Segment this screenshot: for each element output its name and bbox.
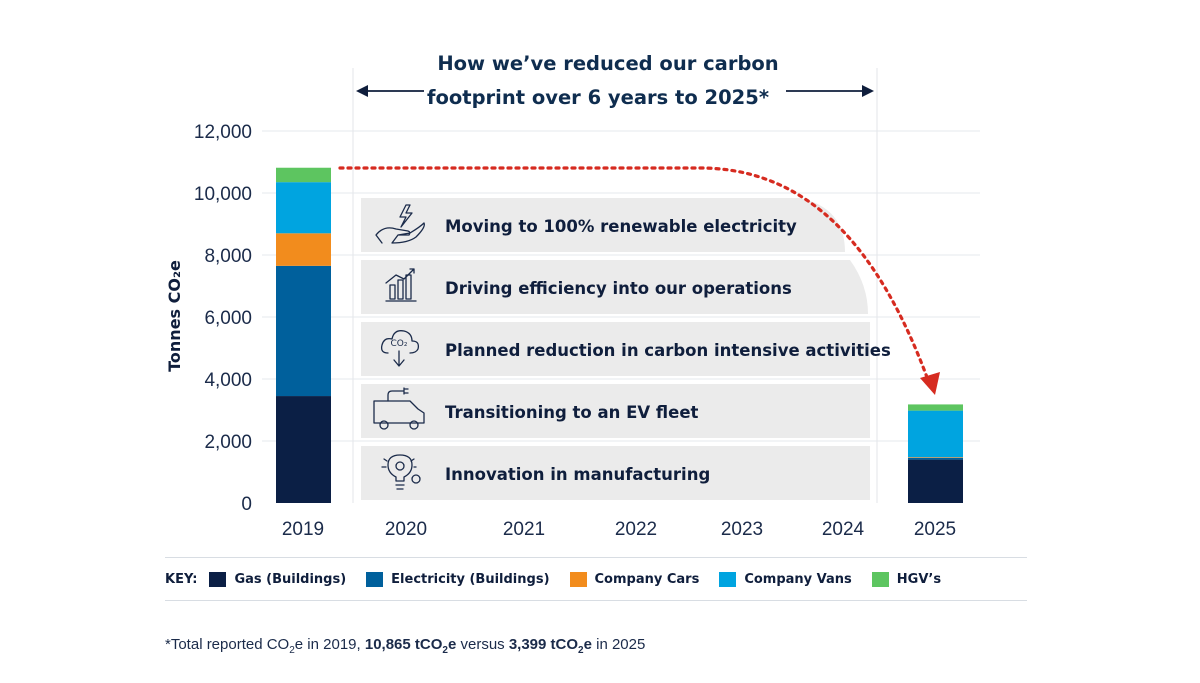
bar-segment [908, 404, 963, 411]
x-tick-label: 2019 [282, 519, 324, 540]
chart-title-line-1: How we’ve reduced our carbon [437, 52, 778, 75]
bar-segment [276, 182, 331, 234]
y-tick-label: 12,000 [194, 122, 252, 143]
legend-item: Gas (Buildings) [209, 571, 347, 587]
x-tick-label: 2024 [822, 519, 865, 540]
step-label: Driving efficiency into our operations [445, 279, 792, 298]
legend-item: Company Vans [719, 571, 852, 587]
legend-label: Electricity (Buildings) [391, 571, 550, 587]
y-tick-label: 2,000 [204, 432, 252, 453]
hand-lightning-icon [375, 204, 425, 244]
legend-key-label: KEY: [165, 571, 198, 587]
footnote: *Total reported CO2e in 2019, 10,865 tCO… [165, 636, 646, 656]
bar-segment [276, 167, 331, 183]
step-panel: Transitioning to an EV fleet [361, 384, 870, 438]
lightbulb-gear-icon [381, 454, 421, 490]
step-panel: Driving efficiency into our operations [361, 260, 868, 314]
bar-segment [908, 459, 963, 503]
step-label: Transitioning to an EV fleet [445, 403, 699, 422]
legend-item: HGV’s [871, 571, 942, 587]
step-label: Moving to 100% renewable electricity [445, 217, 797, 236]
y-tick-label: 6,000 [204, 308, 252, 329]
x-tick-label: 2021 [503, 519, 545, 540]
y-tick-label: 4,000 [204, 370, 252, 391]
step-label: Planned reduction in carbon intensive ac… [445, 341, 891, 360]
legend: KEY: Gas (Buildings) Electricity (Buildin… [165, 557, 1027, 601]
bar-segment [276, 265, 331, 397]
legend-swatch [366, 571, 384, 587]
co2-cloud-icon: CO₂ [380, 330, 420, 367]
legend-label: Company Vans [744, 571, 852, 587]
legend-label: HGV’s [896, 571, 942, 587]
bar-segment [908, 410, 963, 458]
legend-swatch [569, 571, 587, 587]
chart-title-line-2: footprint over 6 years to 2025* [427, 86, 769, 109]
legend-label: Company Cars [594, 571, 700, 587]
x-tick-label: 2025 [914, 519, 956, 540]
bar-segment [276, 396, 331, 503]
growth-chart-icon [385, 268, 417, 302]
svg-text:CO₂: CO₂ [391, 339, 408, 349]
bar-segment [908, 457, 963, 458]
bar-segment [908, 457, 963, 460]
step-panel: Moving to 100% renewable electricity [361, 198, 845, 252]
legend-swatch [719, 571, 737, 587]
step-panel: Innovation in manufacturing [361, 446, 870, 500]
x-tick-label: 2022 [615, 519, 657, 540]
y-tick-label: 8,000 [204, 246, 252, 267]
legend-item: Company Cars [569, 571, 700, 587]
legend-label: Gas (Buildings) [234, 571, 347, 587]
y-tick-label: 0 [241, 494, 252, 515]
y-tick-label: 10,000 [194, 184, 252, 205]
x-tick-label: 2023 [721, 519, 763, 540]
electric-van-icon [373, 387, 425, 430]
bar-segment [276, 233, 331, 266]
legend-item: Electricity (Buildings) [366, 571, 550, 587]
legend-swatch [209, 571, 227, 587]
step-panel: CO₂ Planned reduction in carbon intensive… [361, 322, 891, 376]
x-tick-label: 2020 [385, 519, 427, 540]
legend-swatch [871, 571, 889, 587]
y-axis-label: Tonnes CO₂e [165, 260, 184, 372]
reduction-arrow [338, 166, 930, 382]
step-label: Innovation in manufacturing [445, 465, 710, 484]
reduction-arrowhead [920, 372, 940, 395]
